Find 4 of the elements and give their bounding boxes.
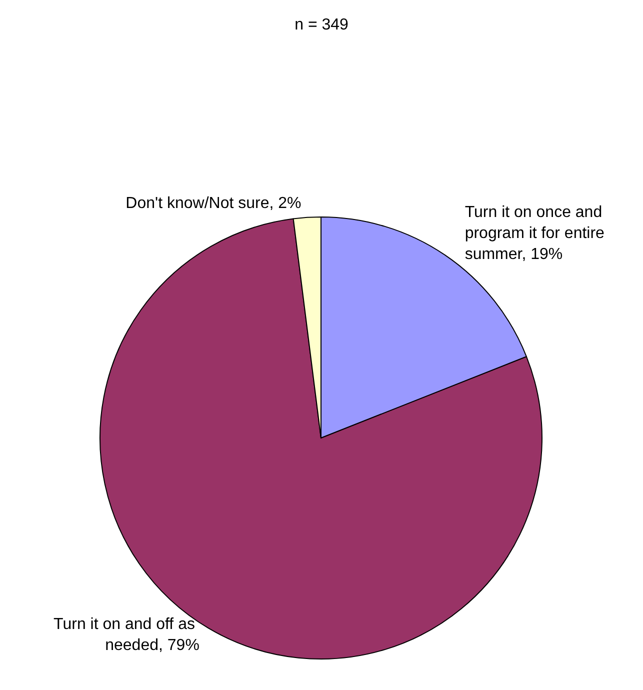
slice-label: Don't know/Not sure, 2% — [126, 194, 302, 212]
chart-title: n = 349 — [294, 16, 349, 34]
slice-label: Turn it on and off as needed, 79% — [54, 616, 200, 654]
slice-label: Turn it on once and program it for entire summer, 19% — [464, 204, 609, 264]
